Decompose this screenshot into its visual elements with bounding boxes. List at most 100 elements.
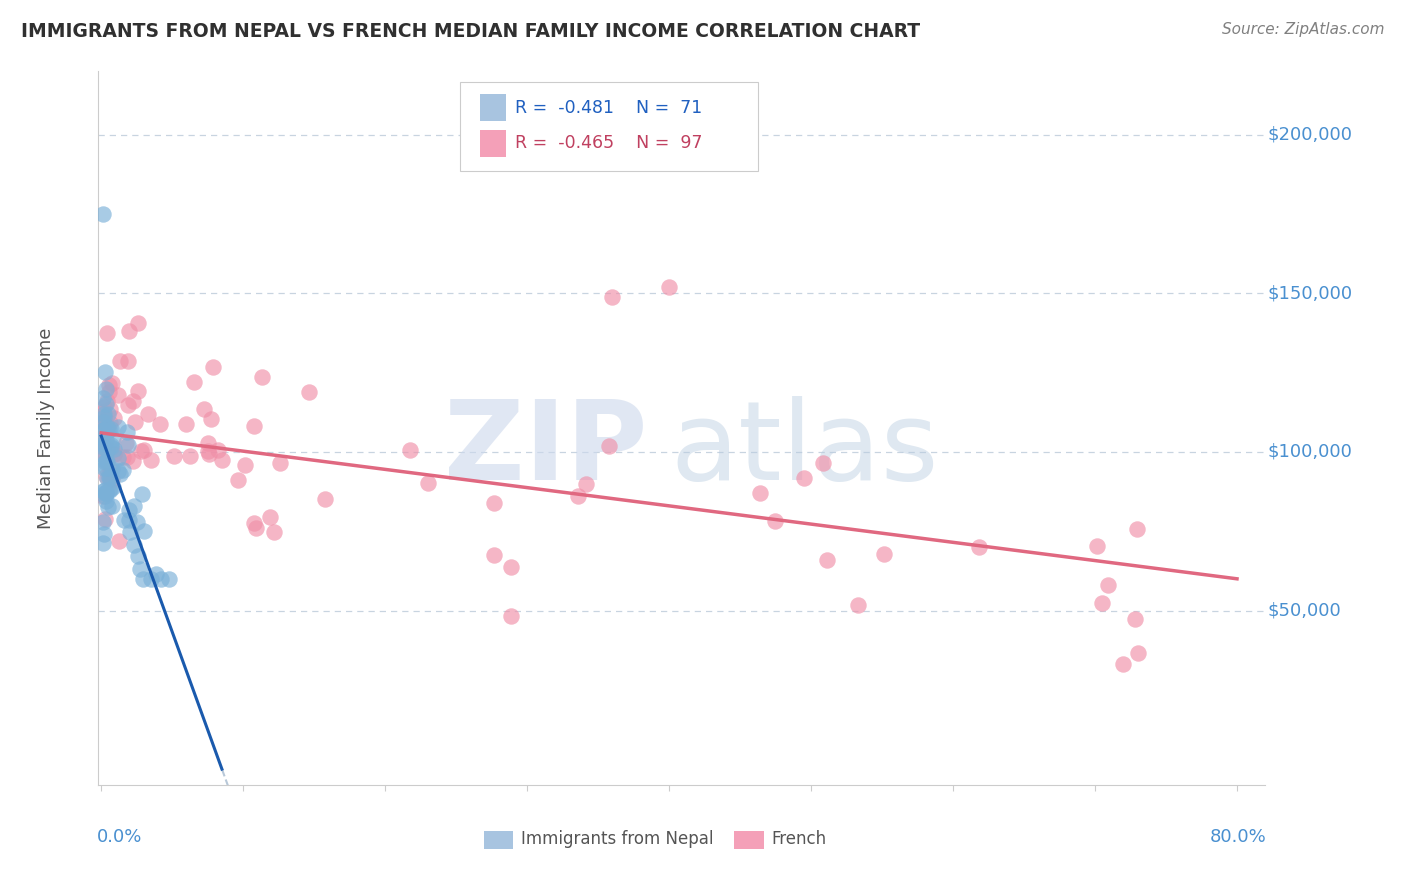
Point: [103, 447, 125, 461]
Point: [107, 420, 129, 434]
Point: [269, 456, 291, 470]
Point: [575, 477, 598, 491]
Point: [1123, 612, 1146, 626]
Point: [94, 396, 117, 410]
Point: [100, 440, 122, 454]
Point: [598, 439, 620, 453]
Point: [163, 449, 186, 463]
Point: [132, 524, 155, 539]
Point: [149, 572, 172, 586]
Point: [1097, 578, 1119, 592]
Point: [96, 486, 118, 500]
Point: [183, 375, 205, 389]
Text: ZIP: ZIP: [443, 396, 647, 503]
Point: [93, 207, 115, 221]
Point: [129, 443, 152, 458]
Point: [100, 422, 122, 436]
Point: [118, 324, 141, 338]
Point: [101, 472, 124, 486]
Point: [501, 609, 523, 624]
Point: [94, 494, 117, 508]
Text: $100,000: $100,000: [1268, 443, 1353, 461]
Point: [111, 463, 134, 477]
Point: [174, 417, 197, 431]
Point: [197, 444, 219, 458]
Point: [91, 448, 114, 462]
Point: [127, 317, 149, 331]
Point: [103, 443, 125, 458]
Point: [97, 407, 120, 421]
Point: [250, 370, 273, 384]
Bar: [484, 831, 513, 849]
Text: IMMIGRANTS FROM NEPAL VS FRENCH MEDIAN FAMILY INCOME CORRELATION CHART: IMMIGRANTS FROM NEPAL VS FRENCH MEDIAN F…: [21, 22, 920, 41]
Point: [115, 450, 138, 465]
Point: [100, 475, 122, 490]
Point: [91, 440, 114, 454]
Point: [101, 376, 124, 390]
Point: [94, 461, 117, 475]
Point: [96, 453, 118, 467]
Point: [101, 479, 124, 493]
Point: [1087, 539, 1109, 553]
Point: [124, 538, 146, 552]
Point: [107, 464, 129, 478]
Point: [93, 423, 115, 437]
Point: [91, 434, 114, 449]
Point: [117, 438, 139, 452]
Point: [91, 423, 114, 437]
Point: [91, 489, 114, 503]
Point: [98, 471, 121, 485]
Point: [98, 471, 121, 485]
Point: [100, 499, 122, 513]
Text: French: French: [772, 830, 827, 848]
Point: [127, 549, 149, 563]
Point: [207, 442, 229, 457]
Text: R =  -0.465    N =  97: R = -0.465 N = 97: [515, 135, 703, 153]
Text: atlas: atlas: [671, 396, 939, 503]
Bar: [734, 831, 763, 849]
Point: [96, 442, 118, 457]
Point: [107, 533, 129, 548]
Point: [118, 524, 141, 539]
Point: [98, 416, 121, 430]
Point: [233, 458, 256, 472]
Point: [242, 516, 264, 530]
Point: [96, 469, 118, 483]
Point: [96, 425, 118, 440]
Point: [91, 415, 114, 429]
Point: [198, 448, 221, 462]
Point: [124, 500, 146, 514]
Point: [98, 378, 121, 392]
Point: [93, 460, 115, 475]
Bar: [479, 130, 506, 157]
Point: [793, 471, 815, 485]
Point: [94, 512, 117, 526]
Point: [149, 417, 172, 431]
Point: [200, 412, 222, 426]
Point: [96, 419, 118, 434]
Point: [125, 515, 148, 529]
Point: [98, 483, 121, 498]
Point: [93, 441, 115, 455]
Point: [298, 385, 321, 400]
Text: 0.0%: 0.0%: [97, 828, 142, 846]
Point: [314, 491, 336, 506]
Point: [103, 411, 125, 425]
Point: [94, 415, 117, 429]
Point: [114, 436, 136, 450]
Text: Immigrants from Nepal: Immigrants from Nepal: [520, 830, 713, 848]
Point: [91, 391, 114, 405]
Point: [112, 513, 135, 527]
Point: [93, 484, 115, 499]
Point: [93, 433, 115, 447]
Point: [100, 483, 122, 497]
Point: [96, 326, 118, 341]
Point: [93, 483, 115, 497]
Point: [602, 289, 624, 303]
Point: [122, 454, 145, 468]
Point: [418, 475, 440, 490]
Point: [1126, 646, 1149, 660]
Point: [157, 572, 180, 586]
Point: [98, 468, 121, 483]
Point: [101, 461, 124, 475]
